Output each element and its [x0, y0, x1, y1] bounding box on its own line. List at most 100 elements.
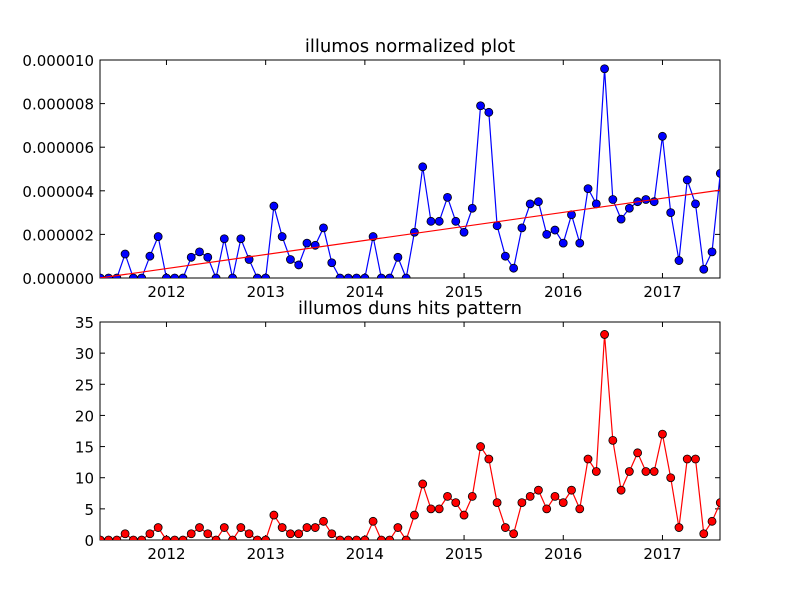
- normalized-data-point: [492, 221, 502, 231]
- normalized-data-point: [137, 273, 147, 278]
- duns-hits-data-point: [319, 516, 328, 526]
- duns-hits-data-point: [219, 523, 229, 532]
- normalized-plot-title: illumos normalized plot: [305, 36, 515, 57]
- normalized-data-point: [583, 184, 593, 194]
- normalized-data-point: [286, 255, 295, 264]
- duns-hits-y-tick-label: 20: [75, 407, 94, 425]
- duns-hits-y-tick-label: 35: [75, 314, 94, 332]
- normalized-data-point: [715, 168, 720, 178]
- duns-hits-data-point: [302, 523, 312, 532]
- duns-hits-data-point: [434, 504, 444, 514]
- normalized-data-point: [550, 225, 560, 235]
- duns-hits-title: illumos duns hits pattern: [298, 298, 522, 319]
- normalized-data-point: [525, 199, 535, 209]
- duns-hits-data-point: [294, 529, 304, 539]
- duns-hits-data-point: [426, 504, 436, 514]
- normalized-data-point: [451, 216, 461, 226]
- normalized-data-point: [476, 101, 485, 111]
- duns-hits-data-point: [236, 523, 246, 532]
- normalized-data-point: [426, 216, 436, 226]
- normalized-data-point: [575, 238, 585, 248]
- duns-hits-data-point: [178, 535, 188, 540]
- duns-hits-data-point: [567, 485, 576, 495]
- normalized-series-line: [100, 68, 720, 278]
- duns-hits-data-point: [666, 473, 676, 483]
- normalized-data-point: [120, 249, 130, 259]
- normalized-data-point: [616, 214, 626, 224]
- normalized-data-point: [162, 273, 171, 278]
- normalized-data-point: [327, 258, 337, 268]
- duns-hits-data-point: [352, 535, 361, 540]
- normalized-data-point: [459, 227, 469, 237]
- normalized-x-tick-label: 2015: [445, 283, 483, 301]
- duns-hits-series-line: [100, 334, 720, 540]
- duns-hits-data-point: [162, 535, 171, 540]
- normalized-data-point: [467, 203, 477, 213]
- duns-hits-data-point: [153, 523, 163, 532]
- duns-hits-data-point: [401, 535, 411, 540]
- duns-hits-y-tick-label: 25: [75, 376, 94, 394]
- duns-hits-plot-frame: [99, 321, 721, 541]
- duns-hits-data-point: [575, 504, 585, 514]
- normalized-data-point: [624, 203, 634, 213]
- normalized-data-point: [302, 238, 312, 248]
- normalized-data-point: [252, 273, 262, 278]
- duns-hits-y-tick-label: 10: [75, 470, 94, 488]
- duns-hits-data-point: [128, 535, 138, 540]
- normalized-data-point: [211, 273, 221, 278]
- duns-hits-data-point: [699, 529, 709, 539]
- duns-hits-data-point: [500, 523, 510, 532]
- duns-hits-x-tick-label: 2016: [544, 545, 582, 563]
- duns-hits-data-point: [641, 467, 651, 476]
- duns-hits-data-point: [385, 535, 395, 540]
- normalized-data-point: [674, 256, 684, 265]
- normalized-data-point: [277, 232, 287, 241]
- duns-hits-y-tick-label: 15: [75, 439, 94, 457]
- normalized-data-point: [186, 252, 196, 262]
- duns-hits-data-point: [443, 491, 452, 501]
- duns-hits-x-tick-label: 2017: [643, 545, 681, 563]
- duns-hits-data-point: [335, 535, 345, 540]
- duns-hits-data-point: [418, 479, 428, 489]
- duns-hits-data-point: [658, 429, 667, 439]
- duns-hits-x-tick-label: 2013: [247, 545, 285, 563]
- duns-hits-data-point: [310, 523, 320, 532]
- normalized-data-point: [170, 273, 180, 278]
- duns-hits-data-point: [517, 498, 527, 508]
- duns-hits-data-point: [120, 529, 130, 539]
- duns-hits-data-point: [286, 529, 295, 539]
- normalized-x-tick-label: 2016: [544, 283, 582, 301]
- normalized-data-point: [517, 223, 527, 233]
- duns-hits-x-tick-label: 2014: [346, 545, 384, 563]
- normalized-data-point: [203, 252, 213, 262]
- normalized-data-point: [699, 264, 709, 274]
- normalized-data-point: [434, 216, 444, 226]
- normalized-data-point: [319, 223, 328, 233]
- normalized-data-point: [360, 273, 370, 278]
- duns-hits-data-point: [624, 467, 634, 476]
- normalized-data-point: [352, 273, 361, 278]
- normalized-data-point: [534, 197, 543, 207]
- duns-hits-data-point: [100, 535, 105, 540]
- duns-hits-panel: illumos duns hits pattern 0 5 10 15 20 25 30 35…: [75, 298, 721, 563]
- duns-hits-data-point: [476, 442, 485, 451]
- duns-hits-data-point: [195, 523, 204, 532]
- normalized-data-point: [393, 252, 403, 262]
- normalized-y-tick-label: 0.000004: [22, 183, 94, 201]
- duns-hits-data-point: [451, 498, 461, 508]
- duns-hits-data-point: [616, 485, 626, 495]
- duns-hits-data-point: [203, 529, 213, 539]
- duns-hits-data-point: [600, 330, 609, 339]
- normalized-data-point: [691, 199, 700, 209]
- duns-hits-data-point: [112, 535, 122, 540]
- duns-hits-data-point: [583, 454, 593, 464]
- normalized-data-point: [343, 273, 353, 278]
- duns-hits-data-point: [633, 448, 643, 458]
- normalized-data-point: [484, 107, 494, 117]
- duns-hits-data-point: [343, 535, 353, 540]
- duns-hits-data-point: [261, 535, 271, 540]
- duns-hits-data-point: [492, 498, 502, 508]
- duns-hits-data-point: [591, 467, 601, 476]
- normalized-data-point: [236, 234, 246, 244]
- normalized-x-tick-label: 2013: [247, 283, 285, 301]
